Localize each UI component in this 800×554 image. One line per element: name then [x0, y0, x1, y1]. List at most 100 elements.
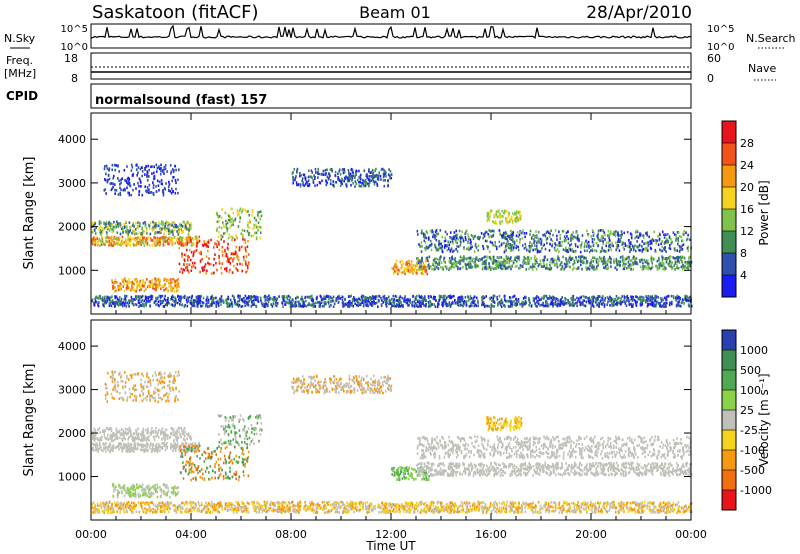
echo-cell — [157, 300, 160, 304]
echo-cell — [259, 217, 262, 221]
echo-cell — [348, 299, 351, 303]
echo-cell — [510, 249, 512, 252]
echo-cell — [179, 295, 182, 299]
echo-cell — [345, 185, 348, 188]
echo-cell — [203, 243, 206, 246]
echo-cell — [235, 245, 238, 249]
echo-cell — [223, 225, 225, 228]
echo-cell — [539, 259, 542, 262]
echo-cell — [114, 285, 116, 289]
echo-cell — [344, 302, 346, 306]
cpid-panel-frame — [90, 83, 692, 109]
echo-cell — [664, 302, 667, 305]
echo-cell — [177, 277, 180, 281]
echo-cell — [408, 264, 411, 268]
echo-cell — [126, 242, 128, 246]
echo-cell — [127, 303, 130, 306]
echo-cell — [595, 258, 598, 262]
echo-cell — [247, 302, 249, 305]
echo-cell — [158, 188, 160, 192]
echo-cell — [528, 300, 531, 303]
echo-cell — [359, 181, 361, 184]
echo-cell — [630, 265, 632, 268]
echo-cell — [297, 296, 299, 299]
echo-cell — [370, 179, 373, 182]
echo-cell — [355, 171, 357, 174]
echo-cell — [195, 240, 198, 244]
echo-cell — [549, 232, 551, 236]
echo-cell — [343, 170, 346, 174]
echo-cell — [463, 301, 465, 304]
echo-cell — [118, 236, 121, 240]
echo-cell — [231, 217, 233, 221]
echo-cell — [146, 189, 149, 192]
echo-cell — [153, 301, 156, 305]
echo-cell — [260, 226, 262, 229]
echo-cell — [118, 236, 120, 240]
echo-cell — [551, 258, 553, 261]
echo-cell — [586, 249, 588, 253]
echo-cell — [642, 261, 644, 265]
echo-cell — [423, 296, 426, 300]
echo-cell — [424, 270, 426, 273]
echo-cell — [591, 240, 594, 244]
echo-cell — [525, 268, 527, 271]
echo-cell — [128, 193, 131, 197]
echo-cell — [682, 239, 684, 242]
echo-cell — [352, 174, 354, 178]
echo-cell — [475, 263, 478, 266]
echo-cell — [139, 241, 141, 244]
echo-cell — [449, 265, 452, 269]
echo-cell — [192, 238, 194, 241]
echo-cell — [459, 300, 462, 304]
echo-cell — [138, 305, 140, 308]
echo-cell — [420, 244, 422, 248]
echo-cell — [116, 238, 118, 242]
echo-cell — [485, 267, 488, 271]
echo-cell — [638, 296, 640, 300]
echo-cell — [194, 266, 197, 270]
echo-cell — [327, 302, 330, 305]
echo-cell — [616, 299, 618, 303]
echo-cell — [229, 268, 231, 272]
echo-cell — [187, 232, 190, 236]
echo-cell — [525, 257, 527, 261]
echo-cell — [119, 232, 122, 236]
echo-cell — [635, 301, 637, 305]
echo-cell — [556, 244, 559, 247]
echo-cell — [454, 257, 457, 260]
echo-cell — [345, 183, 347, 187]
echo-cell — [226, 221, 229, 225]
echo-cell — [148, 281, 151, 285]
echo-cell — [141, 174, 143, 178]
noise-right-tick-top: 10^5 — [707, 24, 734, 35]
echo-cell — [420, 231, 423, 235]
echo-cell — [212, 246, 215, 249]
echo-cell — [622, 256, 625, 260]
echo-cell — [457, 267, 459, 271]
echo-cell — [577, 245, 579, 249]
echo-cell — [184, 242, 187, 245]
echo-cell — [547, 304, 550, 308]
echo-cell — [592, 244, 595, 248]
echo-cell — [152, 181, 154, 184]
echo-cell — [202, 266, 204, 269]
echo-cell — [332, 180, 334, 183]
echo-cell — [450, 247, 453, 250]
echo-cell — [505, 237, 507, 240]
echo-cell — [300, 173, 303, 177]
echo-cell — [590, 260, 592, 264]
echo-cell — [499, 263, 501, 266]
echo-cell — [626, 299, 628, 302]
echo-cell — [602, 236, 604, 240]
echo-cell — [320, 301, 323, 305]
echo-cell — [247, 296, 249, 299]
echo-cell — [119, 302, 122, 306]
echo-cell — [374, 297, 377, 300]
echo-cell — [261, 304, 264, 307]
echo-cell — [154, 281, 157, 284]
echo-cell — [220, 226, 223, 230]
echo-cell — [454, 264, 457, 268]
echo-cell — [568, 301, 570, 305]
echo-cell — [226, 227, 229, 231]
